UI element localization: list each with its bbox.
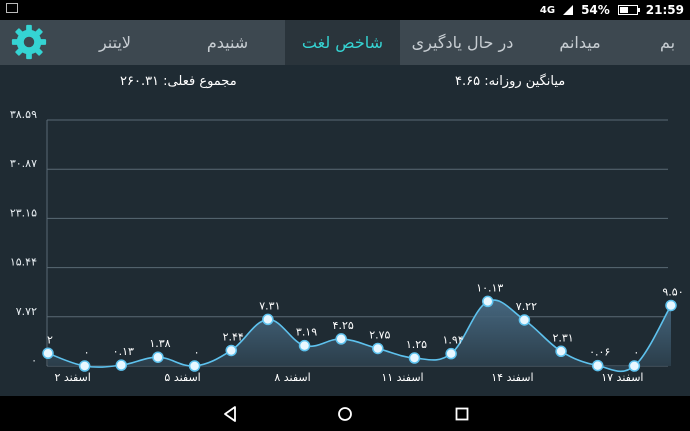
chart-panel: مجموع فعلی: ۲۶۰.۳۱ میانگین روزانه: ۴.۶۵ … [0,65,690,396]
chart-area [48,300,671,372]
daily-average: میانگین روزانه: ۴.۶۵ [455,74,566,89]
data-label: ۴.۲۵ [333,319,354,332]
x-tick-label: ۱۱ اسفند [381,371,423,384]
x-tick-label: ۵ اسفند [164,371,200,384]
tab-partial[interactable]: بم [660,33,676,52]
data-label: ۱.۹۴ [443,334,464,347]
x-tick-label: ۱۷ اسفند [601,371,643,384]
x-tick-label: ۱۴ اسفند [491,371,533,384]
data-label: ۷.۳۱ [259,299,280,312]
data-point [628,360,641,372]
data-point [445,347,457,360]
data-label: ۰ [194,346,200,359]
battery-icon [617,5,640,15]
data-label: ۷.۲۲ [516,300,537,313]
tab-word-index[interactable]: شاخص لغت [285,20,400,65]
gallery-notification-icon [6,3,18,13]
data-label: ۰.۱۳ [113,345,134,358]
data-label: ۱.۳۸ [149,337,170,350]
tab-heard[interactable]: شنیدم [206,33,249,52]
y-tick-label: ۳۰.۸۷ [10,157,37,170]
status-bar: 4G 54% 21:59 [0,0,690,20]
tab-leitner[interactable]: لایتنر [98,33,132,52]
data-label: ۰ [633,346,639,359]
navigation-bar [0,396,690,431]
data-label: ۲.۷۵ [369,328,390,341]
back-icon[interactable] [220,404,240,424]
tab-bar: لایتنر شنیدم شاخص لغت در حال یادگیری مید… [0,20,690,65]
home-icon[interactable] [335,404,355,424]
data-label: ۱.۲۵ [406,338,427,351]
data-point [42,347,54,360]
data-label: ۲.۳۱ [552,331,573,344]
data-label: ۲.۴۴ [223,330,244,343]
data-point [372,342,384,355]
x-tick-label: ۲ اسفند [54,371,90,384]
tab-learning[interactable]: در حال یادگیری [411,33,514,52]
data-point [262,313,274,326]
data-point [115,359,128,371]
settings-gear-icon[interactable] [10,22,48,62]
y-tick-label: ۲۳.۱۵ [10,206,37,219]
data-point [591,359,604,372]
data-point [298,339,311,352]
network-type: 4G [539,4,556,16]
data-label: ۹.۵۰ [662,285,683,298]
y-tick-label: ۱۵.۴۴ [10,256,37,269]
data-label: ۲ [47,333,53,346]
recents-icon[interactable] [452,404,472,424]
data-point [482,295,494,308]
y-tick-label: ۳۸.۵۹ [10,108,37,121]
clock: 21:59 [645,3,684,17]
data-label: ۱۰.۱۳ [476,281,503,294]
data-point [408,352,421,364]
data-point [188,360,201,372]
y-tick-label: ۰ [31,354,37,367]
tab-know[interactable]: میدانم [559,33,601,52]
signal-icon [563,5,574,15]
data-point [335,333,347,345]
data-point [555,345,567,358]
battery-percent: 54% [581,3,610,17]
data-point [665,299,677,312]
current-total: مجموع فعلی: ۲۶۰.۳۱ [120,74,237,89]
data-label: ۰ [84,346,90,359]
data-label: ۳.۱۹ [296,326,317,339]
y-tick-label: ۷.۷۲ [16,305,37,318]
data-label: ۰.۰۶ [589,346,610,359]
data-point [518,314,531,326]
data-point [152,351,164,363]
data-point [78,360,91,372]
x-tick-label: ۸ اسفند [274,371,310,384]
data-point [225,344,237,357]
